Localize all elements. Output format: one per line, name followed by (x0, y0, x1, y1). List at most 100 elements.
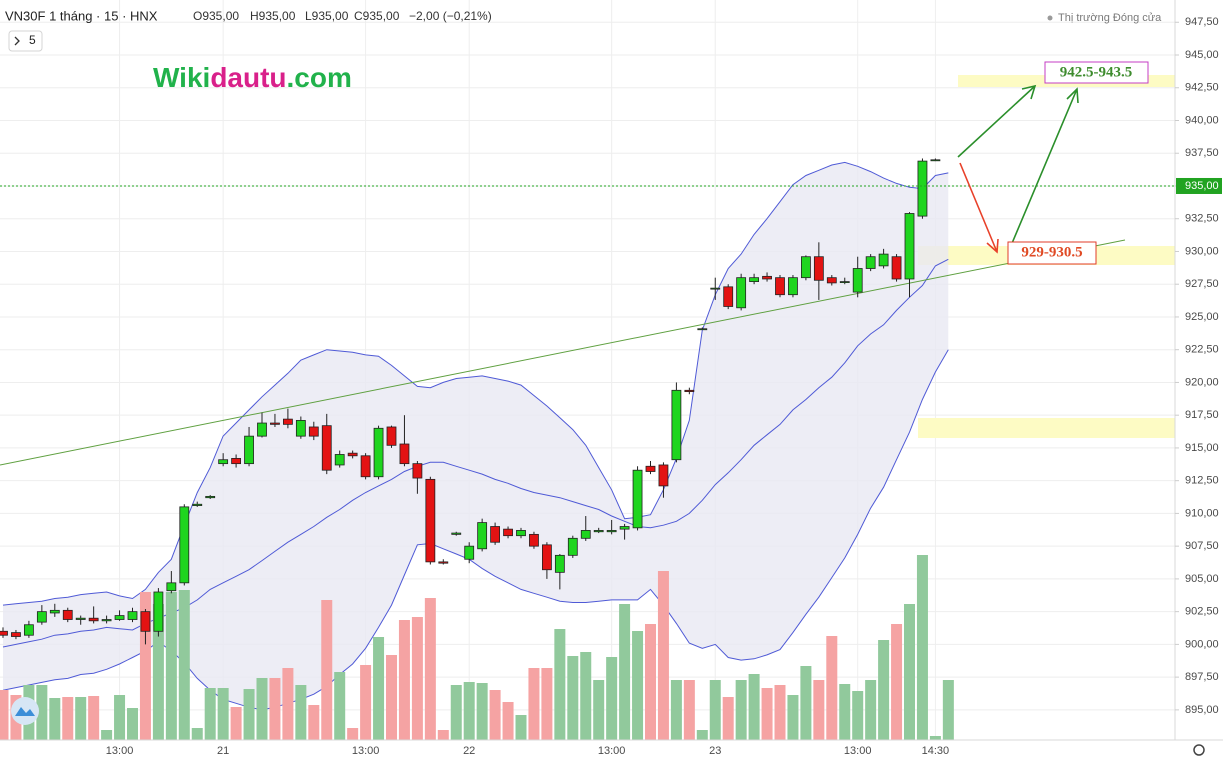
volume-bar (774, 685, 786, 740)
volume-bar (256, 678, 268, 740)
candle-body (36, 611, 47, 623)
candle-body (231, 458, 242, 465)
candle-body (62, 609, 73, 620)
candle-body (425, 478, 436, 563)
candle-body (554, 554, 565, 573)
volume-bar (800, 666, 812, 740)
last-price-label: 935,00 (1185, 180, 1219, 192)
x-tick-label: 13:00 (598, 745, 626, 757)
candles (0, 158, 1175, 645)
candle-body (775, 277, 785, 296)
candle-body (762, 275, 772, 280)
volume-bar (36, 685, 48, 740)
volume-bar (373, 637, 385, 740)
watermark-part: Wiki (153, 62, 210, 93)
volume-bars (0, 555, 954, 740)
volume-bar (554, 629, 566, 740)
volume-bar (839, 684, 851, 740)
logo[interactable] (11, 697, 39, 725)
interval-label[interactable]: 5 (29, 33, 36, 47)
volume-bar (49, 698, 61, 740)
candle-body (179, 506, 190, 584)
y-tick-label: 915,00 (1185, 442, 1219, 454)
interval-button[interactable] (8, 30, 43, 52)
y-tick-label: 917,50 (1185, 409, 1219, 421)
volume-bar (398, 620, 410, 740)
candle-body (852, 268, 863, 293)
candle-body (114, 615, 125, 620)
candle-body (580, 530, 591, 539)
y-tick-label: 922,50 (1185, 344, 1219, 356)
candle-body (839, 281, 850, 283)
candle-body (321, 425, 332, 471)
volume-bar (347, 728, 359, 740)
y-tick-label: 900,00 (1185, 638, 1219, 650)
arrow-head (1066, 87, 1079, 104)
time-axis: 13:00 21 13:00 22 13:00 23 13:00 14:30 (106, 745, 949, 757)
arrow (957, 85, 1036, 158)
candle-body (684, 389, 695, 393)
candle-body (503, 528, 513, 537)
settings-icon[interactable] (1193, 744, 1205, 756)
candle-body (930, 159, 941, 162)
volume-bar (450, 685, 462, 740)
volume-bar (165, 592, 177, 740)
candle-body (904, 213, 915, 280)
y-tick-label: 947,50 (1185, 16, 1219, 28)
volume-bar (101, 730, 113, 740)
candle-body (127, 611, 138, 620)
price-axis: 895,00 897,50 900,00 902,50 905,00 907,50 910,… (1175, 16, 1222, 716)
candle-body (75, 617, 86, 620)
candle-body (529, 533, 539, 547)
volume-bar (735, 680, 747, 740)
volume-bar (722, 697, 734, 740)
volume-bar (308, 705, 320, 740)
volume-bar (942, 680, 954, 740)
volume-bar (891, 624, 903, 740)
candle-body (567, 537, 578, 556)
candle-body (801, 256, 811, 279)
x-tick-label: 14:30 (922, 745, 950, 757)
volume-bar (916, 555, 928, 740)
candle-body (166, 582, 177, 592)
volume-bar (670, 680, 682, 740)
candle-body (619, 526, 630, 530)
volume-bar (619, 604, 631, 740)
x-tick-label: 22 (463, 745, 475, 757)
ohlc-low: L935,00 (305, 9, 349, 23)
candle-body (360, 455, 371, 478)
x-tick-label: 23 (709, 745, 721, 757)
status-dot (1047, 15, 1053, 21)
watermark-part: dautu (210, 62, 286, 93)
volume-bar (127, 708, 138, 740)
volume-bar (567, 656, 579, 740)
candle-body (386, 426, 397, 446)
candle-body (671, 389, 682, 461)
volume-bar (748, 674, 760, 740)
candle-body (347, 452, 358, 457)
candle-body (399, 443, 410, 465)
volume-bar (191, 728, 203, 740)
candle-body (593, 530, 604, 533)
candle-body (140, 611, 151, 632)
candle-body (477, 522, 488, 550)
trend-line (0, 239, 1126, 466)
annotation-box (1007, 241, 1097, 265)
volume-bar (386, 655, 397, 740)
volume-bar (75, 697, 87, 740)
candle-body (697, 328, 708, 331)
logo-mark (15, 707, 35, 716)
volume-bar (541, 668, 553, 740)
volume-bar (502, 702, 514, 740)
y-tick-label: 897,50 (1185, 671, 1219, 683)
candle-body (542, 544, 552, 571)
volume-bar (178, 590, 190, 740)
candle-body (710, 287, 721, 290)
symbol-title: VN30F 1 tháng · 15 · HNX (5, 8, 158, 23)
candle-body (11, 632, 21, 637)
candle-body (49, 609, 60, 614)
volume-bar (787, 695, 799, 740)
candle-body (218, 459, 229, 465)
support-zone (918, 418, 1175, 438)
candle-body (826, 277, 837, 284)
